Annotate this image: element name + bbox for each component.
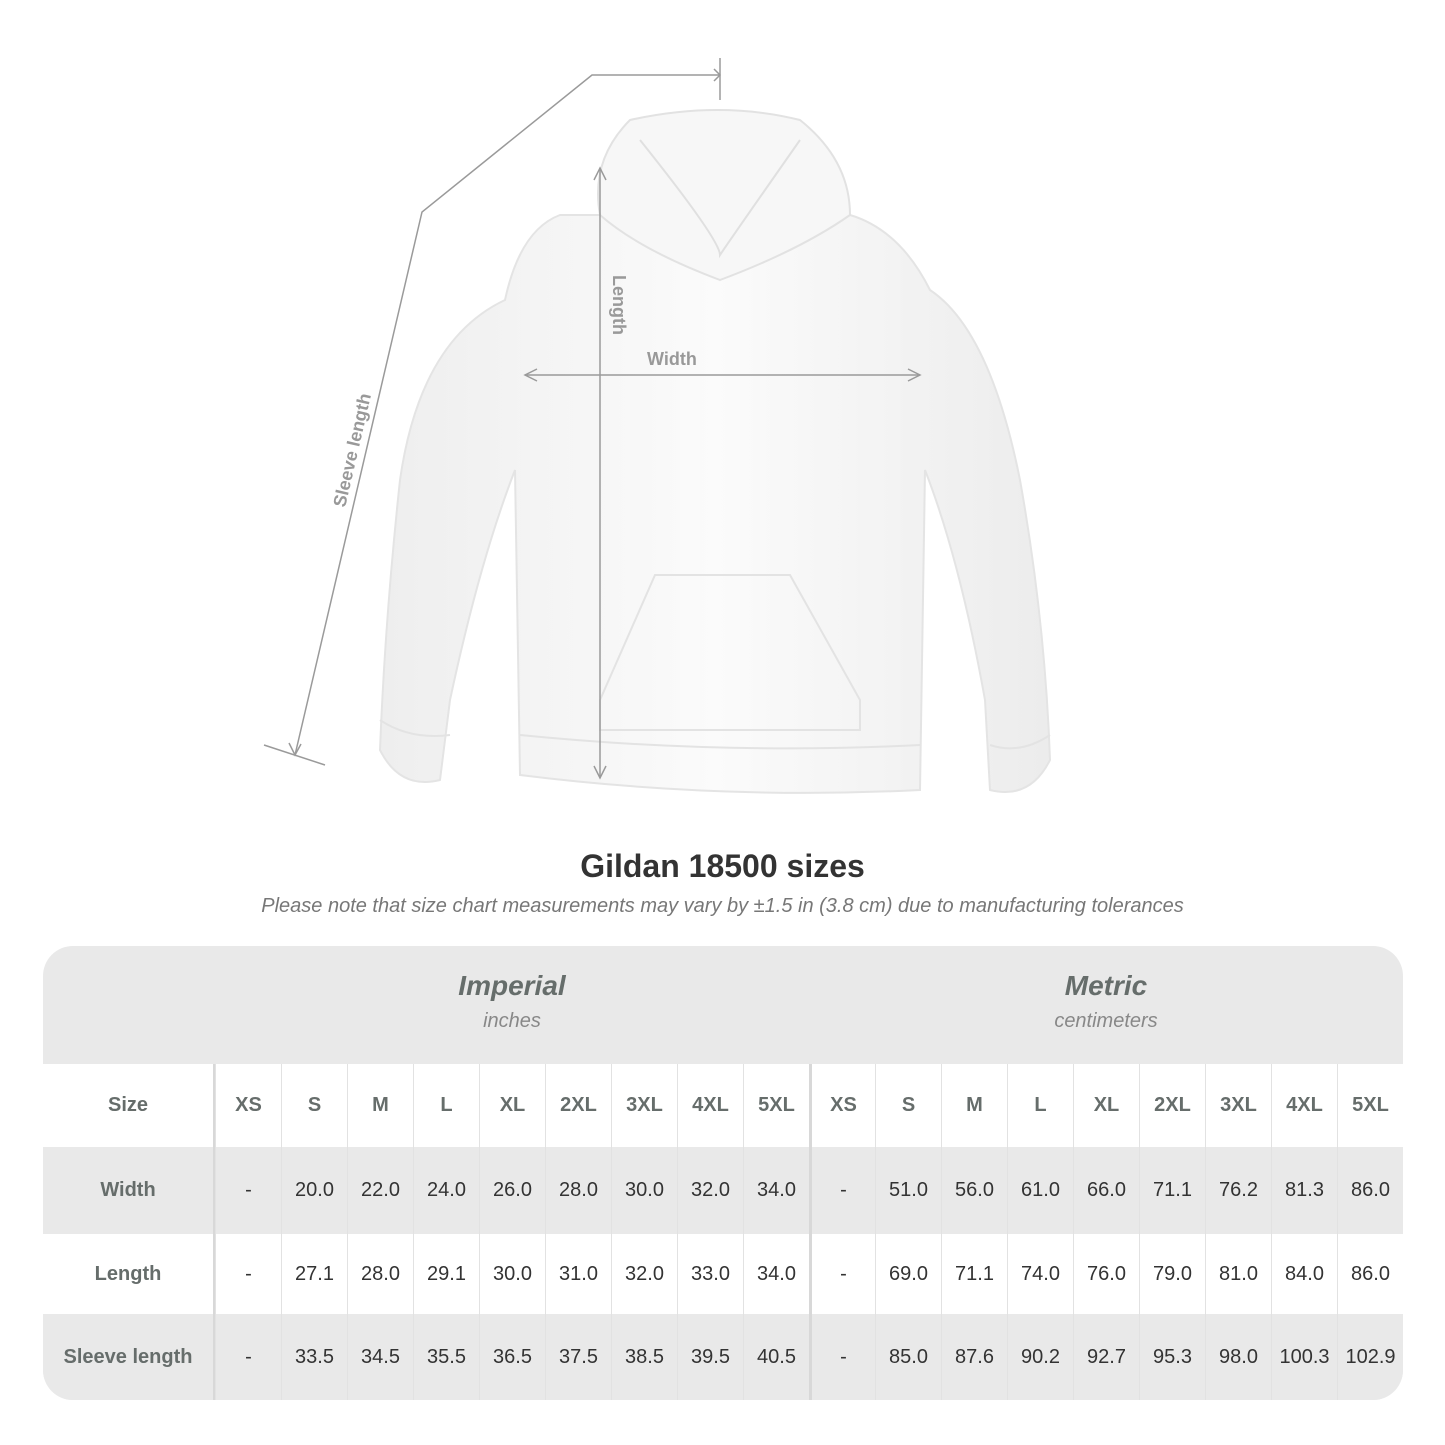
- metric-value-cell: 66.0: [1073, 1147, 1139, 1234]
- metric-value-cell: 86.0: [1337, 1234, 1403, 1314]
- imperial-value-cell: 35.5: [413, 1314, 479, 1400]
- imperial-value-cell: 29.1: [413, 1234, 479, 1314]
- metric-value-cell: 100.3: [1271, 1314, 1337, 1400]
- metric-value-cell: 90.2: [1007, 1314, 1073, 1400]
- metric-value-cell: 56.0: [941, 1147, 1007, 1234]
- metric-value-cell: 71.1: [941, 1234, 1007, 1314]
- table-row: Length -27.1 28.0 29.1 30.0 31.0 32.0 33.0 34.0-…: [43, 1234, 1403, 1314]
- metric-size-3xl: 3XL: [1205, 1064, 1271, 1147]
- imperial-size-2xl: 2XL: [545, 1064, 611, 1147]
- imperial-value-cell: 30.0: [611, 1147, 677, 1234]
- metric-value-cell: 84.0: [1271, 1234, 1337, 1314]
- metric-value-cell: 86.0: [1337, 1147, 1403, 1234]
- metric-header: Metric centimeters: [809, 946, 1403, 1064]
- imperial-value-cell: -: [215, 1147, 281, 1234]
- metric-value-cell: 61.0: [1007, 1147, 1073, 1234]
- metric-value-cell: 85.0: [875, 1314, 941, 1400]
- metric-size-l: L: [1007, 1064, 1073, 1147]
- row-label: Length: [43, 1234, 215, 1314]
- metric-size-s: S: [875, 1064, 941, 1147]
- imperial-value-cell: 34.0: [743, 1234, 809, 1314]
- row-label: Width: [43, 1147, 215, 1234]
- imperial-value-cell: 37.5: [545, 1314, 611, 1400]
- imperial-size-5xl: 5XL: [743, 1064, 809, 1147]
- imperial-size-s: S: [281, 1064, 347, 1147]
- imperial-value-cell: 22.0: [347, 1147, 413, 1234]
- imperial-value-cell: 39.5: [677, 1314, 743, 1400]
- imperial-value-cell: 26.0: [479, 1147, 545, 1234]
- metric-value-cell: 76.0: [1073, 1234, 1139, 1314]
- imperial-value-cell: 34.5: [347, 1314, 413, 1400]
- table-row: Width -20.0 22.0 24.0 26.0 28.0 30.0 32.0 34.0-5…: [43, 1147, 1403, 1234]
- metric-value-cell: 76.2: [1205, 1147, 1271, 1234]
- imperial-header: Imperial inches: [215, 946, 809, 1064]
- hoodie-image: [378, 109, 1052, 794]
- imperial-value-cell: 24.0: [413, 1147, 479, 1234]
- metric-label: Metric: [1064, 970, 1148, 1001]
- imperial-value-cell: 32.0: [611, 1234, 677, 1314]
- imperial-value-cell: 31.0: [545, 1234, 611, 1314]
- size-header-row: Size XS S M L XL 2XL 3XL 4XL 5XL XS S M L XL 2XL 3XL 4XL 5…: [43, 1064, 1403, 1147]
- imperial-value-cell: 30.0: [479, 1234, 545, 1314]
- metric-size-5xl: 5XL: [1337, 1064, 1403, 1147]
- imperial-value-cell: 20.0: [281, 1147, 347, 1234]
- size-header-label: Size: [43, 1064, 215, 1147]
- metric-value-cell: 87.6: [941, 1314, 1007, 1400]
- metric-value-cell: 69.0: [875, 1234, 941, 1314]
- metric-unit: centimeters: [1054, 1010, 1158, 1032]
- hoodie-diagram: Sleeve length Length Width: [263, 58, 1052, 794]
- metric-value-cell: 71.1: [1139, 1147, 1205, 1234]
- imperial-unit: inches: [483, 1010, 541, 1032]
- imperial-value-cell: 32.0: [677, 1147, 743, 1234]
- metric-size-m: M: [941, 1064, 1007, 1147]
- metric-value-cell: 74.0: [1007, 1234, 1073, 1314]
- metric-value-cell: -: [809, 1234, 875, 1314]
- length-label: Length: [609, 275, 629, 335]
- metric-value-cell: -: [809, 1314, 875, 1400]
- imperial-value-cell: 28.0: [347, 1234, 413, 1314]
- metric-value-cell: 95.3: [1139, 1314, 1205, 1400]
- metric-value-cell: -: [809, 1147, 875, 1234]
- imperial-value-cell: 40.5: [743, 1314, 809, 1400]
- table-row: Sleeve length -33.5 34.5 35.5 36.5 37.5 38.5 39…: [43, 1314, 1403, 1400]
- metric-value-cell: 81.0: [1205, 1234, 1271, 1314]
- imperial-value-cell: 33.5: [281, 1314, 347, 1400]
- metric-size-xl: XL: [1073, 1064, 1139, 1147]
- page-title: Gildan 18500 sizes: [580, 848, 865, 884]
- metric-value-cell: 102.9: [1337, 1314, 1403, 1400]
- row-label: Sleeve length: [43, 1314, 215, 1400]
- imperial-value-cell: -: [215, 1314, 281, 1400]
- imperial-value-cell: 36.5: [479, 1314, 545, 1400]
- imperial-size-4xl: 4XL: [677, 1064, 743, 1147]
- imperial-size-xl: XL: [479, 1064, 545, 1147]
- sleeve-length-line: [294, 74, 720, 756]
- imperial-label: Imperial: [458, 970, 566, 1001]
- metric-size-2xl: 2XL: [1139, 1064, 1205, 1147]
- imperial-size-m: M: [347, 1064, 413, 1147]
- width-label: Width: [647, 349, 697, 369]
- imperial-value-cell: 38.5: [611, 1314, 677, 1400]
- imperial-size-xs: XS: [215, 1064, 281, 1147]
- metric-size-xs: XS: [809, 1064, 875, 1147]
- metric-value-cell: 92.7: [1073, 1314, 1139, 1400]
- metric-value-cell: 51.0: [875, 1147, 941, 1234]
- imperial-size-l: L: [413, 1064, 479, 1147]
- imperial-value-cell: 34.0: [743, 1147, 809, 1234]
- metric-value-cell: 79.0: [1139, 1234, 1205, 1314]
- imperial-value-cell: 28.0: [545, 1147, 611, 1234]
- metric-value-cell: 81.3: [1271, 1147, 1337, 1234]
- imperial-size-3xl: 3XL: [611, 1064, 677, 1147]
- imperial-value-cell: 27.1: [281, 1234, 347, 1314]
- size-table: Imperial inches Metric centimeters Size X…: [43, 946, 1403, 1400]
- imperial-value-cell: 33.0: [677, 1234, 743, 1314]
- metric-size-4xl: 4XL: [1271, 1064, 1337, 1147]
- tolerance-note: Please note that size chart measurements…: [261, 895, 1184, 917]
- imperial-value-cell: -: [215, 1234, 281, 1314]
- metric-value-cell: 98.0: [1205, 1314, 1271, 1400]
- sleeve-length-label: Sleeve length: [329, 391, 375, 509]
